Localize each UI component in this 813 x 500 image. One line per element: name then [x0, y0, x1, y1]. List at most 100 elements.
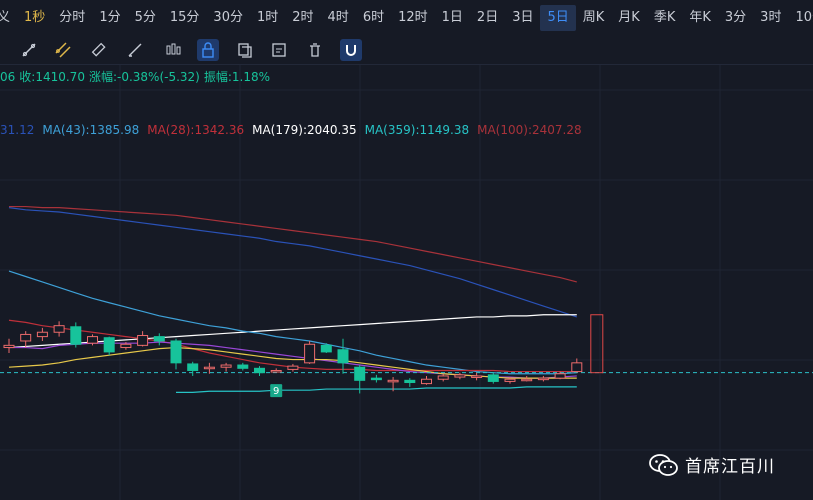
timeframe-19[interactable]: 年K: [689, 10, 711, 25]
watermark: 首席江百川: [649, 452, 775, 477]
timeframe-9[interactable]: 4时: [327, 10, 349, 25]
ma-darkred-line: [8, 319, 577, 373]
candle-body-32: [537, 377, 549, 381]
timeframe-21[interactable]: 3时: [760, 10, 782, 25]
candle-body-10: [170, 340, 182, 364]
candle-body-21: [354, 366, 366, 381]
candle-body-34: [571, 362, 583, 373]
timeframe-22[interactable]: 10分: [795, 10, 813, 25]
candle-body-14: [237, 364, 249, 369]
ma-label-0: 31.12: [0, 123, 35, 137]
timeframe-13[interactable]: 2日: [476, 10, 499, 25]
ma-yellow-line: [8, 346, 577, 379]
copy-icon: [238, 43, 252, 58]
ma-red-line: [9, 205, 577, 283]
candle-body-20: [337, 349, 349, 364]
ma-label-1: MA(43):1385.98: [42, 123, 140, 137]
candle-body-4: [70, 326, 82, 345]
ma-label-4: MA(359):1149.38: [364, 123, 470, 137]
candle-body-12: [203, 366, 215, 370]
trash-tool-button[interactable]: [304, 39, 326, 61]
magnet-tool-button[interactable]: [340, 39, 362, 61]
candle-body-8: [137, 335, 149, 346]
timeframe-8[interactable]: 2时: [292, 10, 314, 25]
timeframe-20[interactable]: 3分: [724, 10, 747, 25]
toolbar-divider: [0, 64, 813, 65]
timeframe-2[interactable]: 分时: [59, 10, 86, 25]
ma-legend: 31.12 MA(43):1385.98 MA(28):1342.36 MA(179)…: [0, 123, 590, 137]
timeframe-7[interactable]: 1时: [256, 10, 279, 25]
ma-cyan-line: [176, 386, 577, 393]
timeframe-11[interactable]: 12时: [398, 10, 428, 25]
candle-body-2: [36, 331, 48, 338]
candle-body-19: [320, 344, 332, 353]
timeframe-10[interactable]: 6时: [362, 10, 385, 25]
note-tool-button[interactable]: [268, 39, 290, 61]
timeframe-5[interactable]: 15分: [169, 10, 200, 25]
note-icon: [272, 43, 286, 57]
candle-body-26: [437, 375, 449, 380]
ma-lightblue-line: [8, 270, 577, 375]
brush-tool-button[interactable]: [124, 39, 146, 61]
candle-body-3: [53, 325, 65, 333]
candles-icon: [166, 43, 181, 55]
copy-tool-button[interactable]: [234, 39, 256, 61]
magnet-icon: [346, 45, 356, 56]
trash-icon: [310, 43, 320, 57]
candle-body-30: [504, 378, 516, 382]
marker-badge: [270, 384, 283, 398]
ma-white-line: [8, 314, 577, 349]
timeframe-15[interactable]: 5日: [540, 5, 576, 31]
candle-body-27: [454, 374, 466, 378]
timeframe-17[interactable]: 月K: [618, 10, 640, 25]
ruler-icon: [91, 42, 106, 57]
ray-tool-button[interactable]: [18, 39, 40, 61]
ruler-tool-button[interactable]: [88, 39, 110, 61]
drawing-toolbar: [0, 37, 380, 63]
lock-tool-button[interactable]: [197, 39, 219, 61]
candle-body-17: [287, 365, 299, 370]
candle-body-24: [404, 379, 416, 384]
parallel-channel-tool-button[interactable]: [52, 39, 74, 61]
amplitude-value: 振幅:1.18%: [203, 70, 271, 84]
watermark-text: 首席江百川: [685, 457, 775, 477]
candle-body-25: [421, 378, 432, 385]
ohlc-readout: 06 收:1410.70 涨幅:-0.38%(-5.32) 振幅:1.18%: [0, 68, 274, 85]
change-value: 涨幅:-0.38%(-5.32): [88, 70, 200, 84]
timeframe-toolbar: 义 1秒 分时 1分 5分 15分 30分 1时 2时 4时 6时 12时 1日 2日 3日 5日 周K 月K 季K…: [0, 0, 813, 36]
candle-body-15: [254, 367, 265, 374]
timeframe-18[interactable]: 季K: [653, 10, 676, 25]
ma-darkblue-line: [8, 207, 577, 318]
open-fragment: 06: [0, 70, 16, 84]
close-value: 收:1410.70: [19, 70, 85, 84]
candle-body-16: [270, 369, 282, 373]
candle-body-18: [304, 343, 316, 364]
candle-body-9: [153, 336, 165, 342]
timeframe-16[interactable]: 周K: [582, 10, 605, 25]
parallel-channel-icon: [55, 42, 71, 58]
timeframe-0[interactable]: 义: [0, 10, 11, 25]
ma-label-3: MA(179):2040.35: [252, 123, 357, 137]
candle-body-1: [20, 333, 32, 342]
candle-body-11: [187, 363, 199, 371]
timeframe-12[interactable]: 1日: [441, 10, 463, 25]
candle-body-5: [87, 336, 98, 344]
marker-label: 9: [273, 386, 279, 397]
ma-label-5: MA(100):2407.28: [477, 123, 582, 137]
ma-label-2: MA(28):1342.36: [147, 123, 245, 137]
timeframe-4[interactable]: 5分: [134, 10, 156, 25]
timeframe-1[interactable]: 1秒: [24, 10, 46, 25]
timeframe-6[interactable]: 30分: [213, 10, 243, 25]
candle-body-6: [103, 337, 115, 353]
candle-body-0: [3, 344, 15, 349]
candle-body-28: [471, 375, 483, 378]
candles-tool-button[interactable]: [162, 39, 184, 61]
candle-body-22: [370, 377, 382, 381]
candle-body-23: [387, 379, 399, 383]
brush-icon: [128, 43, 142, 57]
timeframe-14[interactable]: 3日: [512, 10, 534, 25]
timeframe-3[interactable]: 1分: [99, 10, 121, 25]
candle-body-31: [521, 378, 533, 382]
candle-body-33: [554, 373, 566, 379]
